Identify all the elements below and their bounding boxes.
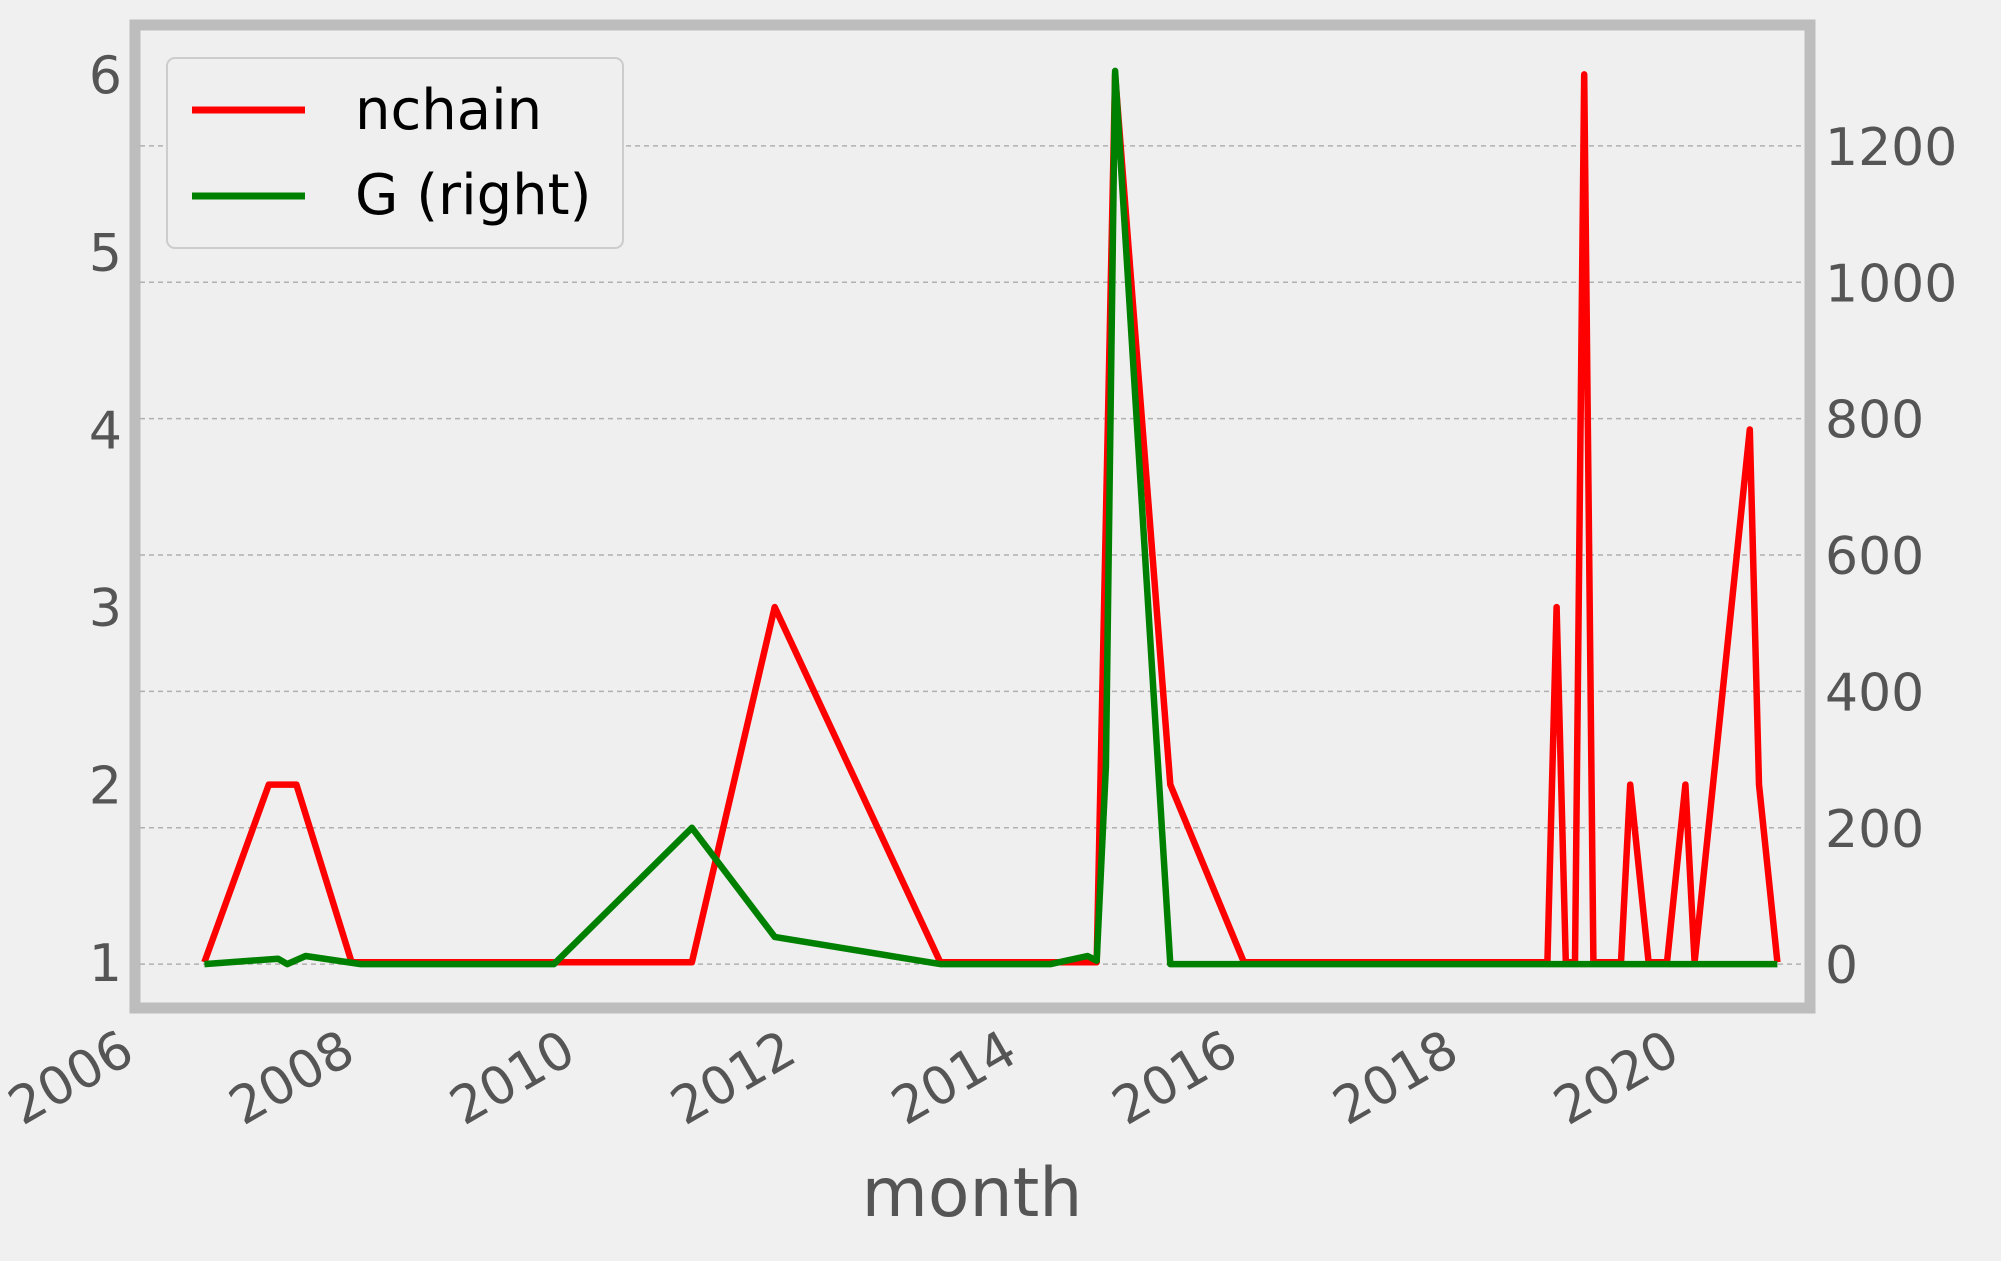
y-axis-left: 1 2 3 4 5 6 xyxy=(89,46,122,994)
legend-label-g: G (right) xyxy=(355,163,591,228)
y-right-tick-label: 800 xyxy=(1825,391,1924,451)
y-right-tick-label: 200 xyxy=(1825,800,1924,860)
y-right-tick-label: 1200 xyxy=(1825,118,1957,178)
y-left-tick-label: 5 xyxy=(89,224,122,284)
y-right-tick-label: 1000 xyxy=(1825,254,1957,314)
grid xyxy=(140,145,1805,965)
series-line-g xyxy=(204,67,1778,968)
legend: nchain G (right) xyxy=(166,57,624,249)
series-line-nchain xyxy=(201,71,1781,966)
x-axis-label: month xyxy=(862,1154,1083,1233)
y-left-tick-label: 4 xyxy=(89,401,122,461)
y-right-tick-label: 600 xyxy=(1825,527,1924,587)
y-left-tick-label: 3 xyxy=(89,579,122,639)
legend-box xyxy=(166,57,624,249)
y-right-tick-label: 400 xyxy=(1825,663,1924,723)
y-right-tick-label: 0 xyxy=(1825,936,1858,996)
legend-label-nchain: nchain xyxy=(355,78,542,143)
y-left-tick-label: 2 xyxy=(89,757,122,817)
series-layer xyxy=(201,67,1781,968)
y-left-tick-label: 1 xyxy=(89,934,122,994)
y-axis-right: 0 200 400 600 800 1000 1200 xyxy=(1825,118,1957,996)
y-left-tick-label: 6 xyxy=(89,46,122,106)
